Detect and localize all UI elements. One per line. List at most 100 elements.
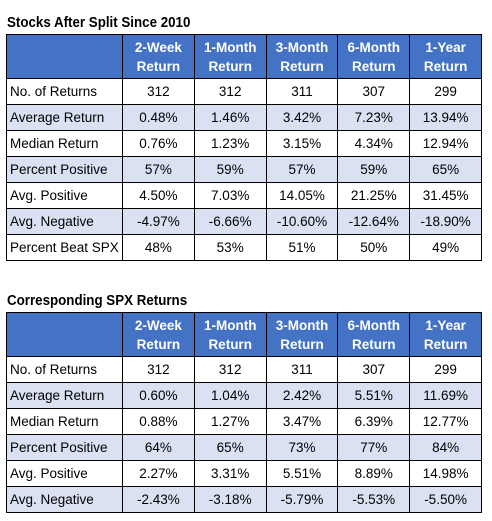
- table-cell: 64%: [122, 434, 195, 461]
- table-row: Avg. Positive 2.27% 3.31% 5.51% 8.89% 14…: [6, 460, 482, 487]
- table-cell: 1.46%: [193, 104, 267, 131]
- table-cell: -6.66%: [193, 208, 267, 235]
- table-row: Average Return 0.60% 1.04% 2.42% 5.51% 1…: [6, 382, 482, 409]
- table-cell: 84%: [409, 434, 482, 461]
- table-cell: -12.64%: [337, 208, 411, 235]
- row-label: Average Return: [6, 382, 123, 409]
- table-cell: 3.42%: [265, 104, 339, 131]
- table-cell: 65%: [193, 434, 267, 461]
- table-cell: 0.88%: [122, 408, 195, 435]
- table-cell: -18.90%: [409, 208, 482, 235]
- table-row: Percent Positive 57% 59% 57% 59% 65%: [6, 156, 482, 183]
- stocks-after-split-section: Stocks After Split Since 2010 2-Week Retu…: [6, 12, 482, 261]
- row-label: Average Return: [6, 104, 123, 131]
- header-corner-cell: [6, 312, 123, 357]
- header-cell: 2-Week Return: [122, 312, 195, 357]
- table-cell: 311: [265, 356, 339, 383]
- table-cell: 1.27%: [193, 408, 267, 435]
- row-label: No. of Returns: [6, 78, 123, 105]
- table-cell: 51%: [265, 234, 339, 261]
- table-row: No. of Returns 312 312 311 307 299: [6, 356, 482, 383]
- table-row: Median Return 0.88% 1.27% 3.47% 6.39% 12…: [6, 408, 482, 435]
- table-cell: 65%: [409, 156, 482, 183]
- table-cell: 3.31%: [193, 460, 267, 487]
- table-cell: 7.03%: [193, 182, 267, 209]
- table-row: Percent Positive 64% 65% 73% 77% 84%: [6, 434, 482, 461]
- table-cell: 307: [337, 356, 411, 383]
- corresponding-spx-table: 2-Week Return 1-Month Return 3-Month Return…: [6, 312, 482, 513]
- table-cell: 312: [122, 356, 195, 383]
- row-label: Median Return: [6, 130, 123, 157]
- table-cell: 7.23%: [337, 104, 411, 131]
- header-cell: 6-Month Return: [337, 34, 411, 79]
- header-row: 2-Week Return 1-Month Return 3-Month Return…: [6, 34, 482, 79]
- table-cell: 1.23%: [193, 130, 267, 157]
- table-cell: 312: [193, 356, 267, 383]
- table-cell: 4.50%: [122, 182, 195, 209]
- table-cell: 5.51%: [265, 460, 339, 487]
- table-title: Stocks After Split Since 2010: [7, 15, 191, 31]
- header-cell: 6-Month Return: [337, 312, 411, 357]
- table-cell: 59%: [337, 156, 411, 183]
- row-label: Avg. Negative: [6, 208, 123, 235]
- table-cell: 53%: [193, 234, 267, 261]
- row-label: Avg. Positive: [6, 460, 123, 487]
- table-cell: -4.97%: [122, 208, 195, 235]
- table-cell: 49%: [409, 234, 482, 261]
- table-cell: -3.18%: [193, 486, 267, 513]
- table-row: Avg. Negative -4.97% -6.66% -10.60% -12.…: [6, 208, 482, 235]
- table-cell: -5.50%: [409, 486, 482, 513]
- table-cell: 299: [409, 356, 482, 383]
- table-cell: 312: [122, 78, 195, 105]
- table-row: Percent Beat SPX 48% 53% 51% 50% 49%: [6, 234, 482, 261]
- table-cell: 21.25%: [337, 182, 411, 209]
- table-cell: 73%: [265, 434, 339, 461]
- row-label: Percent Positive: [6, 434, 123, 461]
- table-row: Avg. Positive 4.50% 7.03% 14.05% 21.25% …: [6, 182, 482, 209]
- table-row: No. of Returns 312 312 311 307 299: [6, 78, 482, 105]
- stocks-after-split-table: 2-Week Return 1-Month Return 3-Month Return…: [6, 34, 482, 261]
- table-cell: 6.39%: [337, 408, 411, 435]
- table-cell: 4.34%: [337, 130, 411, 157]
- row-label: Median Return: [6, 408, 123, 435]
- table-cell: -2.43%: [122, 486, 195, 513]
- table-cell: -5.53%: [337, 486, 411, 513]
- table-cell: -5.79%: [265, 486, 339, 513]
- table-cell: 57%: [122, 156, 195, 183]
- table-cell: 2.27%: [122, 460, 195, 487]
- table-cell: 11.69%: [409, 382, 482, 409]
- row-label: Avg. Positive: [6, 182, 123, 209]
- header-corner-cell: [6, 34, 123, 79]
- table-cell: 299: [409, 78, 482, 105]
- corresponding-spx-section: Corresponding SPX Returns 2-Week Return 1…: [6, 290, 482, 513]
- header-cell: 1-Month Return: [193, 34, 267, 79]
- header-cell: 2-Week Return: [122, 34, 195, 79]
- table-cell: 31.45%: [409, 182, 482, 209]
- table-cell: 13.94%: [409, 104, 482, 131]
- table-cell: 311: [265, 78, 339, 105]
- table-cell: 57%: [265, 156, 339, 183]
- table-cell: 8.89%: [337, 460, 411, 487]
- table-cell: 0.60%: [122, 382, 195, 409]
- table-cell: -10.60%: [265, 208, 339, 235]
- header-row: 2-Week Return 1-Month Return 3-Month Return…: [6, 312, 482, 357]
- table-cell: 5.51%: [337, 382, 411, 409]
- table-cell: 48%: [122, 234, 195, 261]
- header-cell: 1-Year Return: [409, 312, 482, 357]
- table-row: Median Return 0.76% 1.23% 3.15% 4.34% 12…: [6, 130, 482, 157]
- table-cell: 0.76%: [122, 130, 195, 157]
- table-cell: 3.15%: [265, 130, 339, 157]
- header-cell: 1-Year Return: [409, 34, 482, 79]
- table-cell: 2.42%: [265, 382, 339, 409]
- table-cell: 1.04%: [193, 382, 267, 409]
- table-row: Average Return 0.48% 1.46% 3.42% 7.23% 1…: [6, 104, 482, 131]
- row-label: Percent Positive: [6, 156, 123, 183]
- table-cell: 50%: [337, 234, 411, 261]
- table-cell: 77%: [337, 434, 411, 461]
- table-cell: 14.05%: [265, 182, 339, 209]
- table-cell: 12.77%: [409, 408, 482, 435]
- table-cell: 3.47%: [265, 408, 339, 435]
- table-title: Corresponding SPX Returns: [7, 293, 188, 309]
- table-cell: 12.94%: [409, 130, 482, 157]
- table-cell: 59%: [193, 156, 267, 183]
